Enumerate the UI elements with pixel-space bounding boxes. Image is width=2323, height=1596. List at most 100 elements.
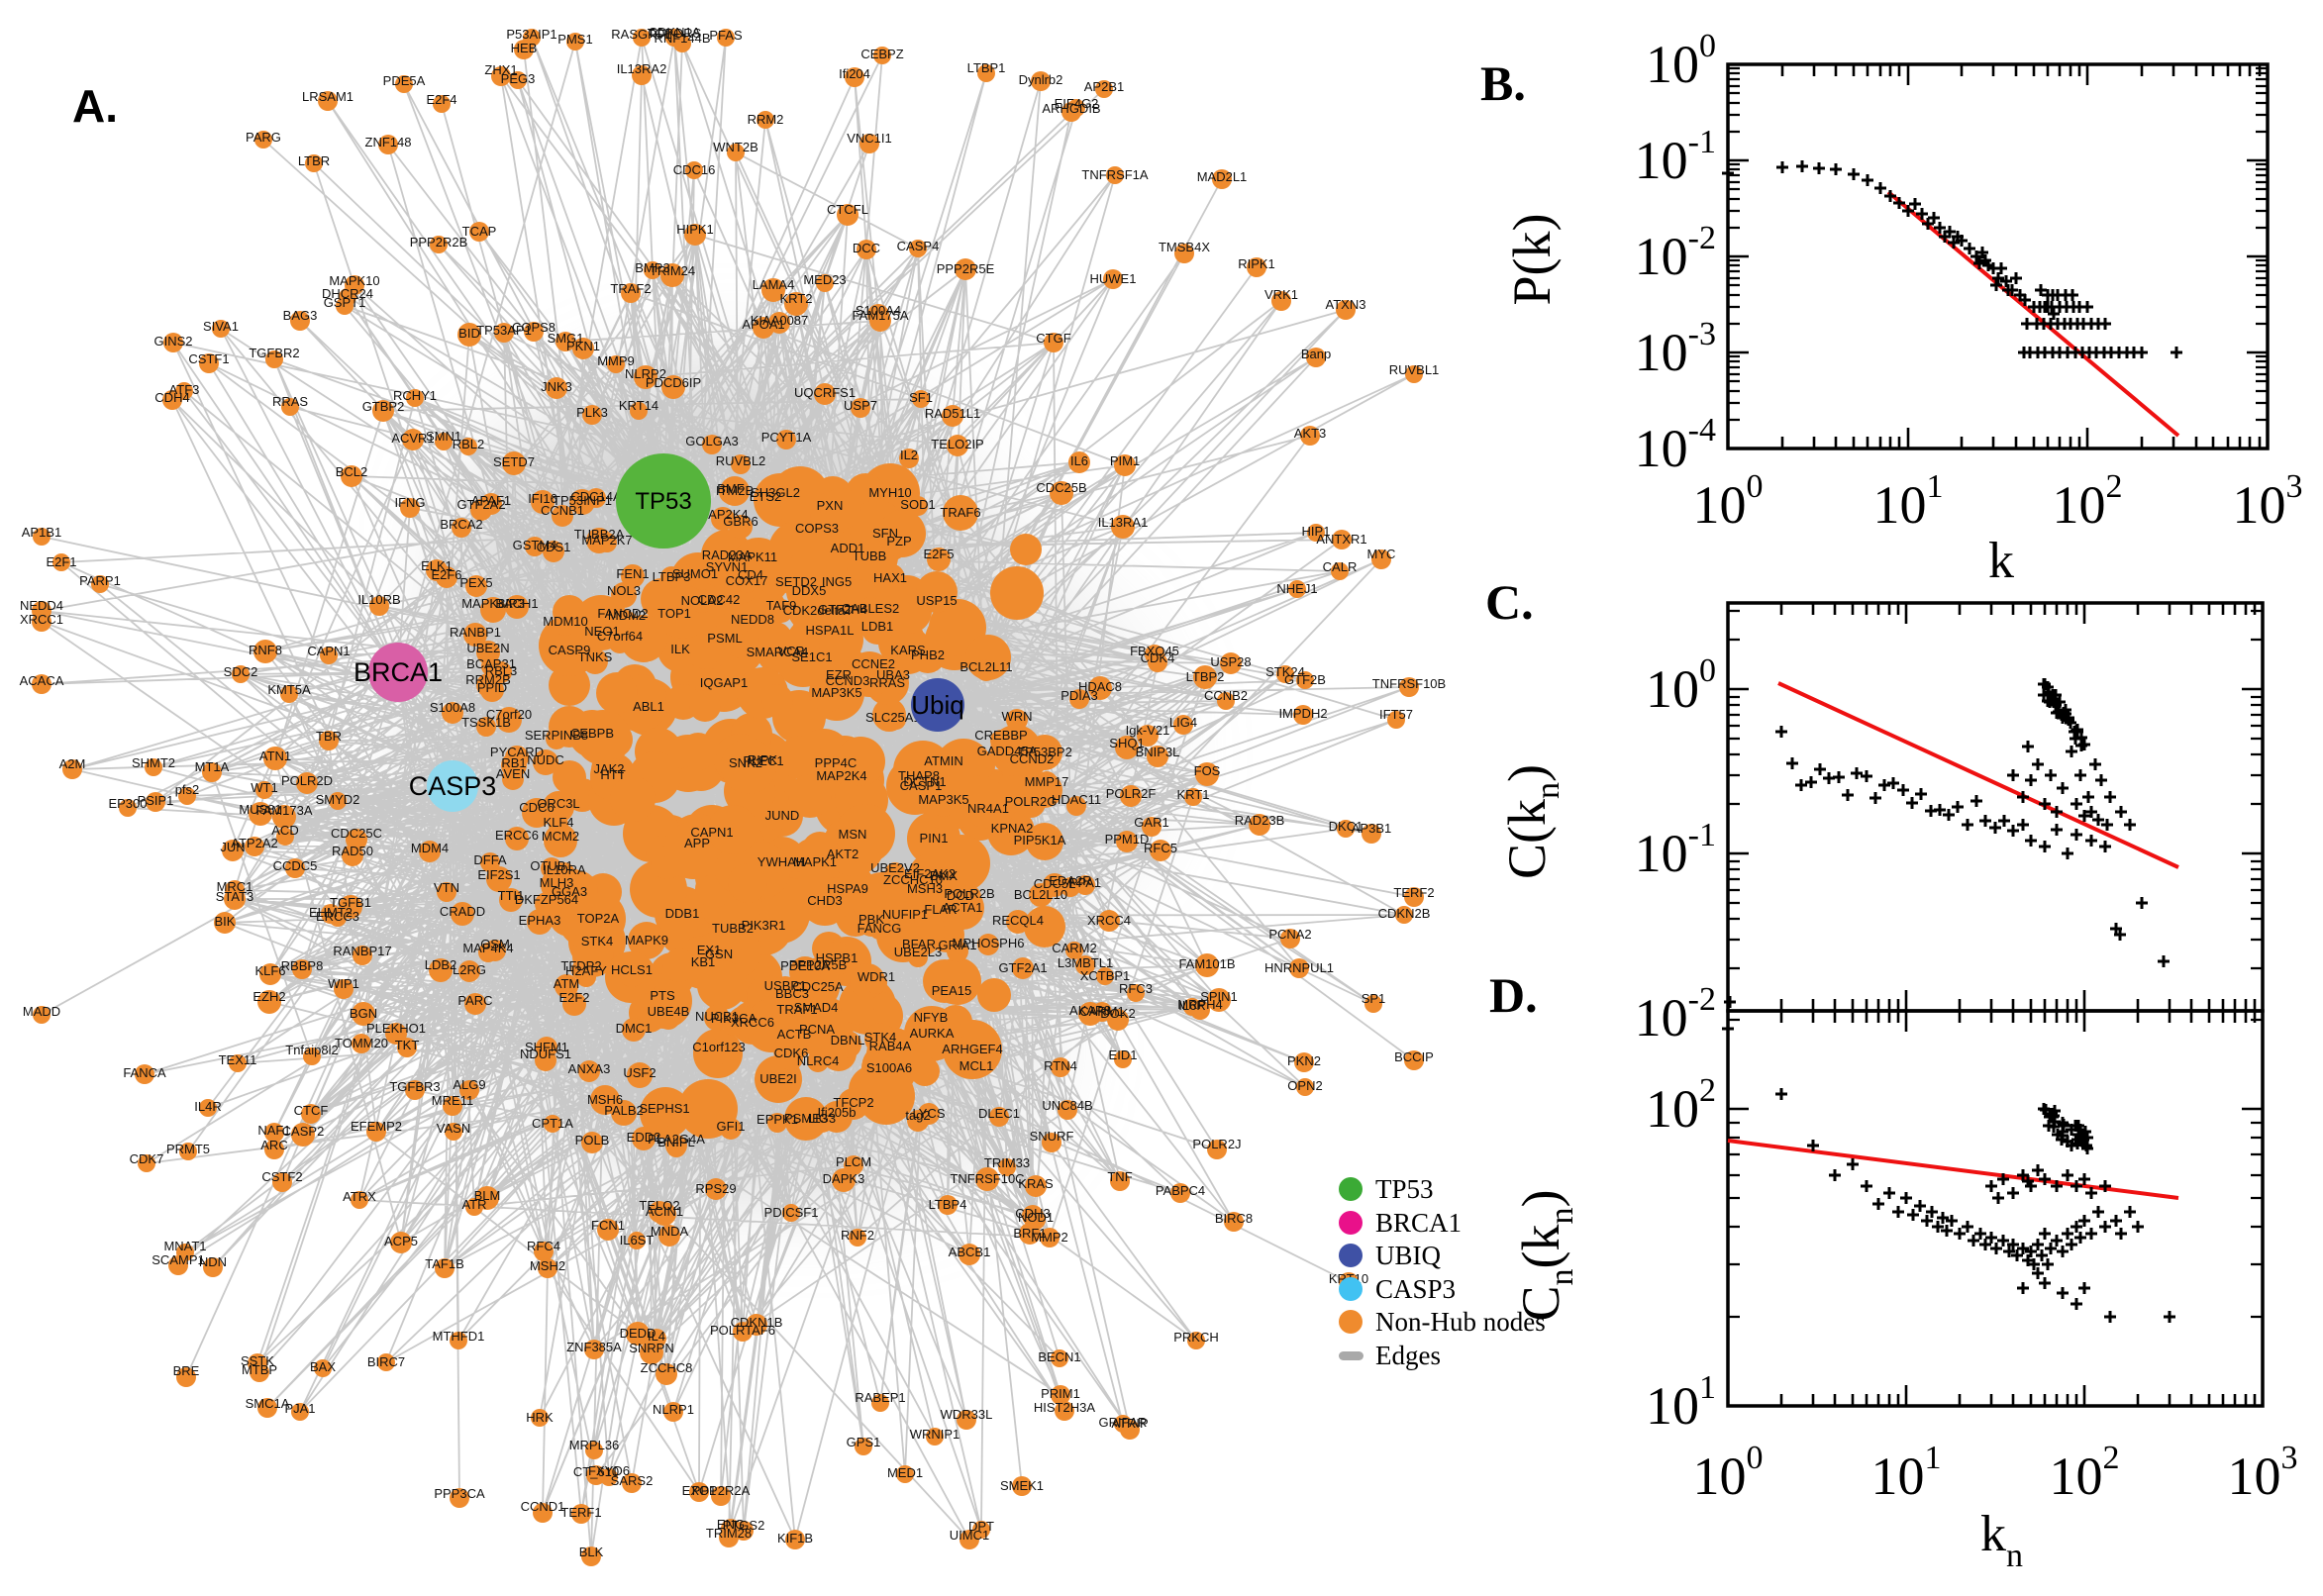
svg-text:10-1: 10-1 — [1635, 124, 1716, 190]
svg-text:PMS1: PMS1 — [557, 32, 592, 47]
svg-text:A.: A. — [72, 80, 118, 132]
svg-text:ACD: ACD — [271, 823, 298, 838]
svg-text:H2AFY: H2AFY — [565, 963, 607, 978]
svg-text:TRIM28: TRIM28 — [706, 1526, 752, 1541]
svg-text:ATMIN: ATMIN — [924, 753, 962, 768]
svg-text:BACH1: BACH1 — [495, 596, 538, 611]
svg-text:PSME3: PSME3 — [784, 1111, 828, 1126]
svg-text:PIN1: PIN1 — [920, 831, 949, 846]
svg-text:KRT1: KRT1 — [1177, 787, 1210, 802]
svg-text:MDM4: MDM4 — [411, 841, 449, 855]
svg-text:TSSK1B: TSSK1B — [461, 715, 511, 730]
svg-text:NLRP2: NLRP2 — [625, 366, 666, 381]
svg-text:SP1: SP1 — [1362, 991, 1386, 1006]
svg-text:JUN: JUN — [220, 840, 245, 854]
svg-text:CDKN1B: CDKN1B — [731, 1315, 783, 1330]
svg-text:TRAF2: TRAF2 — [610, 281, 651, 296]
svg-text:MT1A: MT1A — [195, 759, 230, 774]
svg-text:SF1: SF1 — [909, 390, 933, 405]
svg-text:KRT2: KRT2 — [780, 291, 813, 306]
svg-text:HCLS1: HCLS1 — [611, 962, 653, 977]
svg-text:ZCCHC8: ZCCHC8 — [641, 1360, 693, 1375]
svg-text:MMP2: MMP2 — [1031, 1230, 1068, 1245]
svg-text:AKT2: AKT2 — [827, 847, 859, 861]
svg-text:EIF2AK2: EIF2AK2 — [904, 866, 956, 881]
svg-text:UBE4B: UBE4B — [648, 1004, 690, 1019]
svg-text:ATRX: ATRX — [343, 1189, 376, 1204]
svg-text:TRAF1: TRAF1 — [776, 1002, 817, 1017]
svg-text:UBE2L3: UBE2L3 — [894, 945, 942, 959]
svg-text:PPID: PPID — [477, 680, 507, 695]
svg-text:RBL3: RBL3 — [485, 663, 518, 678]
svg-text:C.: C. — [1485, 574, 1534, 630]
svg-text:HIST2H3A: HIST2H3A — [1034, 1400, 1095, 1415]
svg-text:MNAT1: MNAT1 — [163, 1239, 206, 1253]
svg-text:CDK7: CDK7 — [130, 1151, 164, 1166]
svg-text:SPIN1: SPIN1 — [1200, 989, 1238, 1004]
svg-text:VCP: VCP — [778, 644, 805, 658]
svg-text:RCHY1: RCHY1 — [393, 388, 437, 403]
svg-text:PTS: PTS — [650, 988, 675, 1003]
svg-text:TOPORS: TOPORS — [648, 26, 702, 41]
svg-text:CASP4: CASP4 — [897, 239, 940, 253]
svg-text:CDKN1A: CDKN1A — [649, 25, 701, 40]
svg-text:ARHGDIB: ARHGDIB — [1042, 101, 1100, 116]
svg-text:TP53AP1: TP53AP1 — [476, 323, 532, 338]
svg-text:SETD2: SETD2 — [775, 574, 817, 589]
svg-text:ERCC3: ERCC3 — [316, 909, 359, 924]
svg-text:JAK2: JAK2 — [593, 761, 624, 776]
svg-text:CDC25B: CDC25B — [1036, 480, 1086, 495]
svg-text:SUMO1: SUMO1 — [672, 566, 718, 581]
svg-text:CALR: CALR — [1323, 559, 1358, 574]
svg-text:TBR: TBR — [316, 729, 342, 744]
svg-text:EZR: EZR — [826, 667, 852, 682]
svg-text:MUS81: MUS81 — [239, 802, 281, 817]
svg-text:PPM1D: PPM1D — [1105, 832, 1150, 847]
svg-text:CCDC5: CCDC5 — [273, 858, 318, 873]
svg-text:RNF2: RNF2 — [841, 1228, 874, 1243]
svg-text:PLEC1: PLEC1 — [743, 753, 783, 768]
svg-text:MAP2K4: MAP2K4 — [697, 507, 748, 522]
svg-text:GTF2H4: GTF2H4 — [818, 602, 867, 617]
svg-text:TERF2: TERF2 — [1393, 885, 1434, 900]
svg-text:RFC4: RFC4 — [527, 1239, 560, 1253]
svg-text:DAPK3: DAPK3 — [823, 1171, 865, 1186]
svg-text:ARHGEF4: ARHGEF4 — [942, 1042, 1002, 1056]
svg-text:AP2B1: AP2B1 — [1084, 79, 1124, 94]
svg-text:TNFRSF10C: TNFRSF10C — [950, 1171, 1024, 1186]
svg-text:EPPK1: EPPK1 — [757, 1112, 798, 1127]
svg-text:CDH3: CDH3 — [1015, 1206, 1050, 1221]
svg-text:MAP2K7: MAP2K7 — [581, 533, 632, 548]
svg-text:WDR1: WDR1 — [858, 969, 895, 984]
svg-text:TNFRSF10B: TNFRSF10B — [1372, 676, 1446, 691]
svg-text:BFAR: BFAR — [902, 937, 936, 951]
svg-text:CARM1: CARM1 — [1079, 1004, 1125, 1019]
svg-text:CDC25C: CDC25C — [331, 826, 382, 841]
svg-text:IL6ST: IL6ST — [620, 1233, 655, 1247]
svg-text:GINS2: GINS2 — [153, 334, 192, 349]
svg-text:UQCRFS1: UQCRFS1 — [794, 385, 856, 400]
svg-text:BGN: BGN — [350, 1006, 377, 1021]
svg-text:MRE11: MRE11 — [432, 1093, 473, 1108]
svg-text:SE1C1: SE1C1 — [791, 649, 832, 664]
svg-text:FANCD2: FANCD2 — [597, 606, 648, 621]
svg-text:FCN1: FCN1 — [591, 1218, 625, 1233]
svg-text:ELK1: ELK1 — [421, 558, 453, 573]
svg-text:D.: D. — [1489, 967, 1538, 1023]
svg-text:IFI16: IFI16 — [528, 491, 557, 506]
svg-text:PIK3CA: PIK3CA — [711, 1011, 758, 1026]
svg-text:MYH10: MYH10 — [868, 485, 911, 500]
svg-text:BCL2L10: BCL2L10 — [1014, 887, 1067, 902]
svg-text:MYC: MYC — [1367, 547, 1396, 561]
svg-text:CTCF: CTCF — [294, 1103, 329, 1118]
svg-text:HDAC8: HDAC8 — [1078, 679, 1122, 694]
svg-text:VRK1: VRK1 — [1264, 287, 1298, 302]
svg-text:RAD23A: RAD23A — [702, 548, 753, 562]
svg-text:DKC1: DKC1 — [1329, 819, 1364, 834]
svg-text:LTBP2: LTBP2 — [1186, 669, 1225, 684]
svg-text:KRAS: KRAS — [1018, 1176, 1054, 1191]
svg-text:RFC5: RFC5 — [1144, 841, 1177, 855]
svg-text:TP53BP2: TP53BP2 — [1017, 745, 1072, 759]
svg-text:ITM2B: ITM2B — [716, 483, 754, 498]
svg-text:PARP1: PARP1 — [79, 573, 121, 588]
